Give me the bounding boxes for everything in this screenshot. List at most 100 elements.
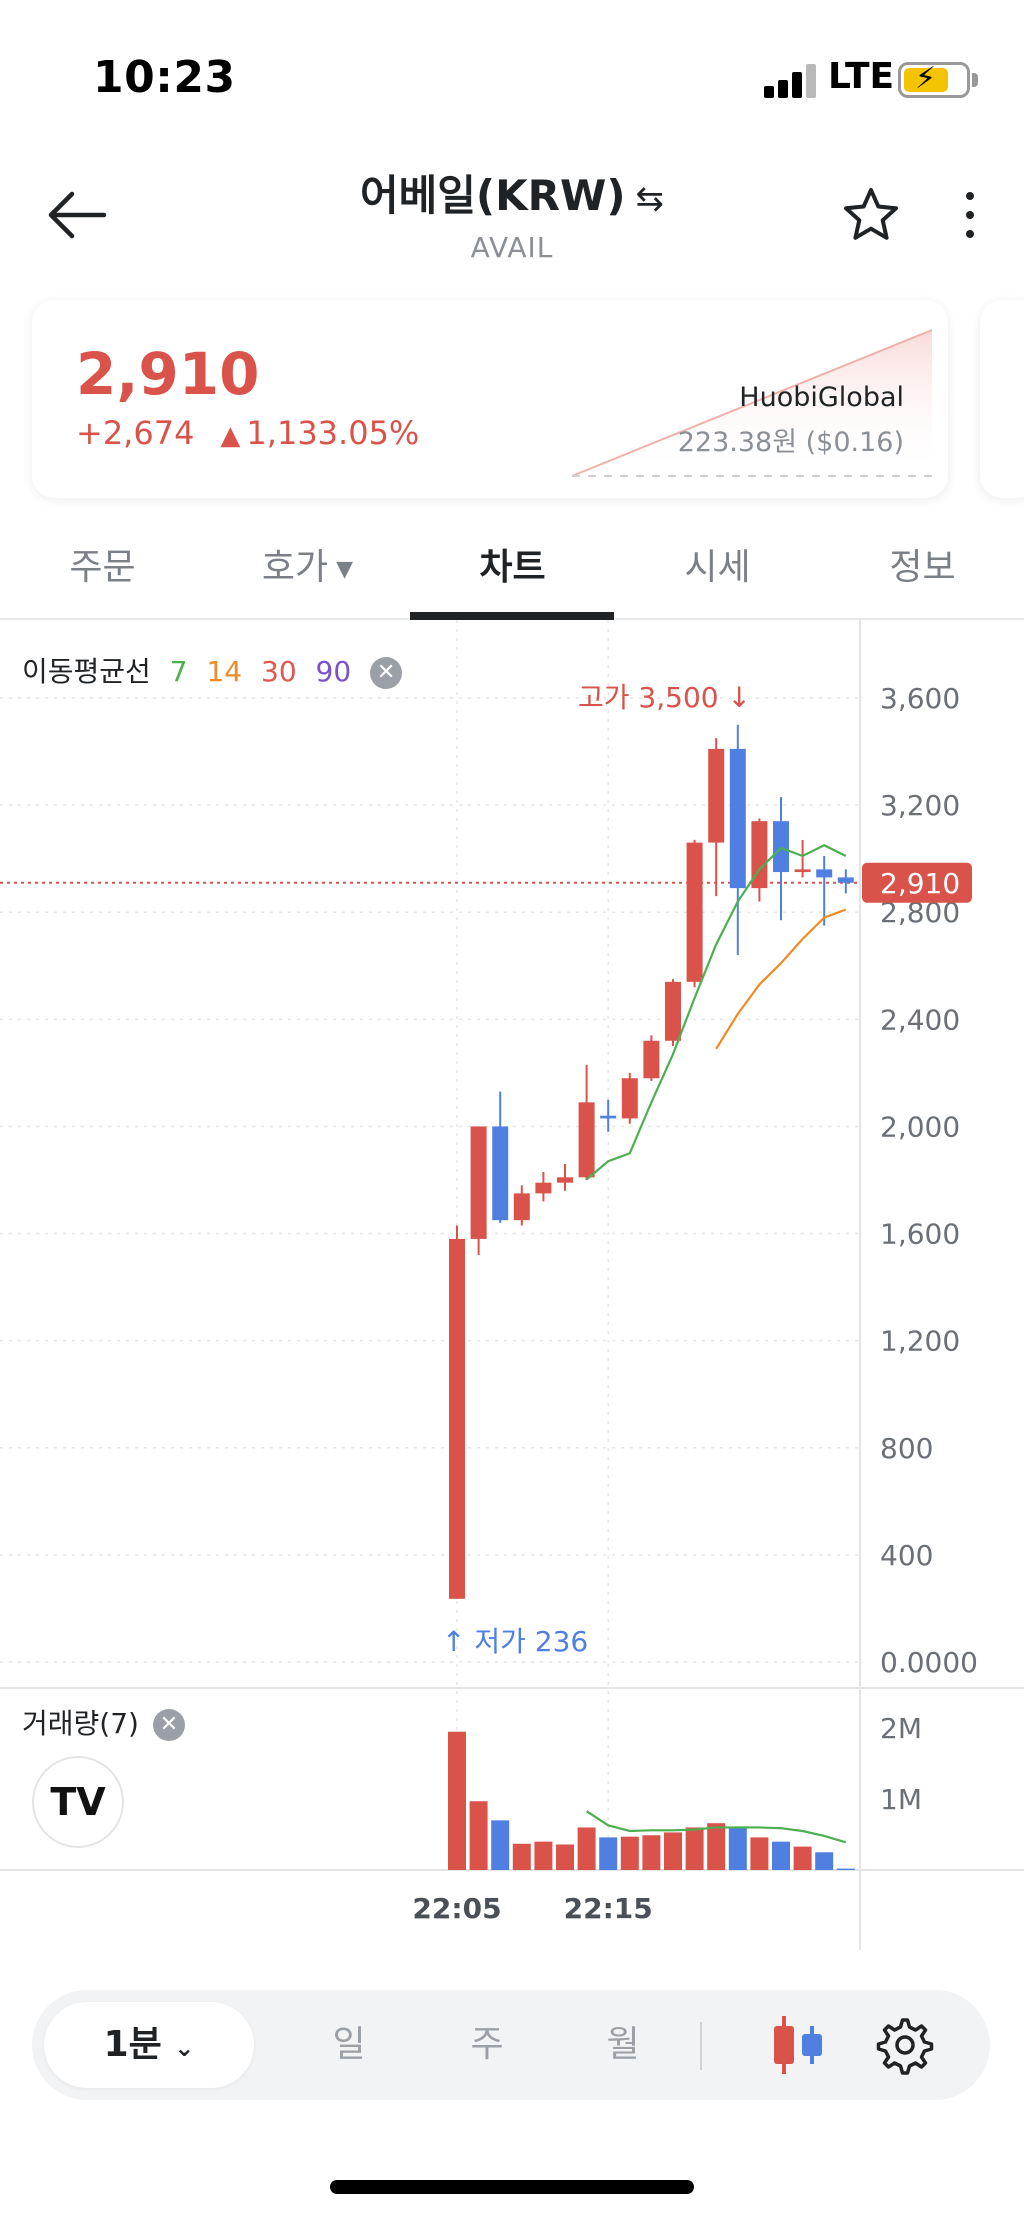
candle-body [773,821,789,873]
candle-body [794,869,811,873]
candle-body [643,1040,660,1079]
low-label: ↑ 저가 236 [442,1625,588,1658]
volume-bar [685,1827,704,1870]
ma-period-90: 90 [315,655,352,688]
page-subtitle: AVAIL [470,231,554,264]
volume-bar [491,1820,510,1870]
candle-body [557,1177,573,1183]
volume-bar [620,1836,639,1870]
exchange-price: 223.38원 ($0.16) [677,427,904,458]
candle-body [837,877,854,883]
price-card[interactable]: 2,910 +2,674 ▲ 1,133.05% HuobiGlobal 223.3… [32,300,948,498]
current-price: 2,910 [76,340,260,408]
status-bar: 10:23 LTE ⚡ [0,0,1024,150]
chart-canvas[interactable]: 3,6003,2002,8002,4002,0001,6001,20080040… [0,620,1024,1950]
arrow-left-icon [48,191,107,239]
header: 어베일(KRW) ⇆ AVAIL [0,150,1024,280]
volume-bar [534,1841,553,1870]
candle-body [665,981,681,1041]
candlestick-toggle[interactable] [762,2012,832,2078]
status-time: 10:23 [93,52,236,103]
price-chart[interactable]: 3,600 3,200 2,800 2,400 2,000 1,600 1,200 800 40… [0,620,1024,1950]
y-tick-label: 800 [880,1432,933,1465]
timeframe-day[interactable]: 일 [332,2024,366,2065]
tab-chart[interactable]: 차트 [479,547,546,588]
chart-settings-button[interactable] [872,2012,938,2078]
active-tab-indicator [410,612,614,620]
tab-market-price[interactable]: 시세 [684,547,751,588]
volume-bar [750,1837,769,1870]
chevron-down-icon: ⌄ [174,2034,195,2062]
next-card-peek[interactable] [980,300,1024,498]
candle-body [535,1182,552,1194]
candle-body [449,1238,465,1599]
volume-bar [577,1827,596,1870]
ma-period-7: 7 [169,655,188,688]
current-price-tag [862,862,972,903]
home-indicator [330,2180,694,2194]
tradingview-logo[interactable]: TV [32,1756,124,1848]
ma-period-30: 30 [261,655,297,688]
candle-body [492,1126,509,1221]
exchange-sparkline [571,329,932,477]
y-tick-label: 1,600 [880,1218,960,1251]
gear-icon [876,2018,934,2075]
volume-bar [469,1801,488,1870]
candle-body [470,1126,487,1239]
timeframe-selector[interactable]: 1분 ⌄ [44,2002,254,2088]
caret-down-icon: ▼ [336,556,354,582]
swap-currency-icon[interactable]: ⇆ [635,179,665,219]
volume-tick-label: 1M [880,1783,922,1816]
y-tick-label: 400 [880,1539,933,1572]
current-price-tag-label: 2,910 [880,867,960,900]
close-volume-icon[interactable]: ✕ [152,1709,185,1741]
volume-legend-label: 거래량(7) [22,1707,139,1740]
close-ma-icon[interactable]: ✕ [370,657,403,689]
candle-body [729,748,746,889]
candle-body [513,1193,530,1221]
candle-body [686,842,703,982]
candlestick-icon [774,2016,822,2074]
volume-bar [448,1731,466,1870]
high-label: 고가 3,500 ↓ [578,681,751,714]
favorite-button[interactable] [836,180,906,250]
battery-icon: ⚡ [898,61,970,98]
tab-order[interactable]: 주문 [69,547,136,588]
y-tick-label: 2,000 [880,1110,960,1143]
volume-bar [556,1844,574,1870]
y-tick-label: 2,400 [880,1003,960,1036]
volume-bar [664,1832,682,1870]
candle-body [600,1115,617,1119]
network-label: LTE [828,56,895,97]
candle-body [816,869,833,878]
exchange-name: HuobiGlobal [739,382,904,413]
y-tick-label: 0.0000 [880,1646,978,1679]
signal-icon [764,64,818,98]
ma-period-14: 14 [206,655,243,688]
volume-tick-label: 2M [880,1712,922,1745]
volume-bar [793,1846,812,1870]
y-tick-label: 3,600 [880,682,960,715]
volume-bar [728,1826,747,1870]
volume-bar [815,1852,834,1870]
volume-bar [772,1841,790,1870]
price-change: +2,674 ▲ 1,133.05% [76,414,419,452]
moving-average-legend: 이동평균선 7 14 30 90 ✕ [22,650,403,690]
page-title: 어베일(KRW) [359,171,626,220]
tab-info[interactable]: 정보 [889,547,956,588]
ma14-line [715,908,847,1050]
up-triangle-icon: ▲ [220,421,241,451]
divider [700,2022,702,2070]
volume-bar [707,1823,726,1870]
more-options-button[interactable] [950,180,990,250]
tab-bar: 주문 호가 ▼ 차트 시세 정보 [0,520,1024,620]
timeframe-week[interactable]: 주 [470,2024,504,2065]
volume-ma-line [585,1810,847,1844]
battery-cap [972,73,978,87]
back-button[interactable] [42,180,112,250]
timeframe-month[interactable]: 월 [606,2024,640,2065]
candle-body [578,1102,595,1178]
tab-orderbook[interactable]: 호가 ▼ [261,547,354,588]
volume-bar [836,1868,855,1870]
title-block: 어베일(KRW) ⇆ AVAIL [250,162,774,264]
